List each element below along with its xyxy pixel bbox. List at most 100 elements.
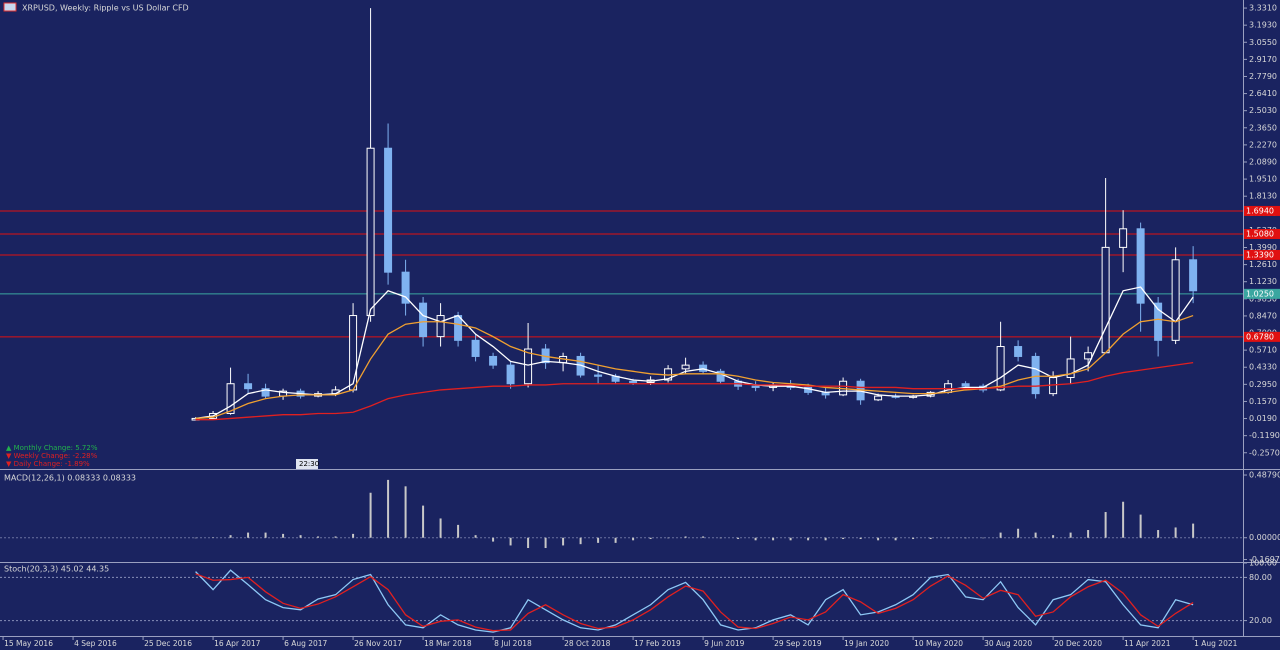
- x-tick-label: 11 Apr 2021: [1124, 639, 1171, 648]
- candle-body: [874, 395, 883, 401]
- x-tick-label: 30 Aug 2020: [984, 639, 1032, 648]
- y-tick-label: 1.3990: [1249, 243, 1277, 252]
- macd-bar: [422, 505, 425, 538]
- x-tick-label: 8 Jul 2018: [494, 639, 532, 648]
- macd-bar: [912, 537, 915, 540]
- macd-bar: [334, 536, 337, 538]
- moving-average: [195, 314, 1194, 420]
- candle-body: [489, 355, 498, 366]
- macd-bar: [194, 537, 197, 539]
- candle-body: [1101, 246, 1110, 354]
- candle-body: [454, 315, 463, 341]
- macd-bar: [982, 537, 985, 539]
- y-tick-label: 1.8130: [1249, 192, 1277, 201]
- y-tick-label: 0.4330: [1249, 363, 1277, 372]
- macd-bar: [894, 537, 897, 541]
- x-tick-label: 1 Aug 2021: [1194, 639, 1237, 648]
- x-tick-label: 26 Nov 2017: [354, 639, 402, 648]
- level-label: 1.6940: [1246, 206, 1274, 215]
- x-tick-label: 20 Dec 2020: [1054, 639, 1102, 648]
- time-box: [296, 459, 318, 469]
- macd-bar: [264, 532, 267, 538]
- candle-body: [1014, 346, 1023, 357]
- y-tick-label: 2.7790: [1249, 72, 1277, 81]
- candle-body: [349, 315, 358, 391]
- y-tick-label: -0.16972: [1249, 555, 1280, 564]
- candle-body: [506, 364, 515, 385]
- macd-bar: [1139, 514, 1142, 538]
- stoch-line: [195, 573, 1194, 632]
- y-tick-label: 3.1930: [1249, 21, 1277, 30]
- candle-body: [996, 346, 1005, 391]
- candle-body: [1031, 355, 1040, 395]
- y-tick-label: 100.00: [1249, 559, 1277, 568]
- macd-bar: [842, 537, 845, 540]
- macd-bar: [824, 537, 827, 541]
- level-label: 1.5080: [1246, 230, 1274, 239]
- macd-bar: [667, 537, 670, 539]
- x-tick-label: 6 Aug 2017: [284, 639, 327, 648]
- macd-bar: [1034, 532, 1037, 538]
- macd-bar: [754, 537, 757, 541]
- candle-body: [1154, 302, 1163, 341]
- candle-body: [1084, 352, 1093, 360]
- macd-bar: [684, 536, 687, 538]
- macd-bar: [632, 537, 635, 541]
- level-label-box: [1244, 205, 1280, 216]
- level-label: 0.6780: [1246, 332, 1274, 341]
- macd-bar: [772, 537, 775, 541]
- macd-bar: [527, 537, 530, 549]
- symbol-icon: [3, 2, 17, 12]
- macd-bar: [317, 536, 320, 538]
- macd-bar: [649, 537, 652, 540]
- candle-body: [384, 147, 393, 273]
- y-tick-label: 1.9510: [1249, 175, 1277, 184]
- y-tick-label: 2.5030: [1249, 106, 1277, 115]
- macd-bar: [807, 537, 810, 541]
- level-label-box: [1244, 331, 1280, 342]
- y-tick-label: 3.0550: [1249, 38, 1277, 47]
- y-tick-label: 0.8470: [1249, 311, 1277, 320]
- x-tick-label: 29 Sep 2019: [774, 639, 822, 648]
- macd-title: MACD(12,26,1) 0.08333 0.08333: [4, 474, 136, 483]
- y-tick-label: 0.5710: [1249, 346, 1277, 355]
- macd-bar: [1122, 501, 1125, 538]
- change-stat: ▲ Monthly Change: 5.72%: [6, 444, 98, 452]
- macd-bar: [1087, 530, 1090, 538]
- candle-body: [261, 388, 270, 397]
- macd-bar: [457, 524, 460, 538]
- y-tick-label: 2.0890: [1249, 157, 1277, 166]
- candle-body: [471, 339, 480, 357]
- y-tick-label: 0.00000: [1249, 533, 1280, 542]
- candle-body: [681, 364, 690, 370]
- candle-body: [1171, 259, 1180, 341]
- y-tick-label: 20.00: [1249, 616, 1272, 625]
- y-tick-label: 80.00: [1249, 573, 1272, 582]
- x-tick-label: 4 Sep 2016: [74, 639, 117, 648]
- candle-body: [436, 315, 445, 338]
- macd-bar: [789, 537, 792, 541]
- macd-bar: [544, 537, 547, 549]
- macd-bar: [229, 535, 232, 538]
- macd-bar: [1192, 523, 1195, 538]
- stoch-title: Stoch(20,3,3) 45.02 44.35: [4, 565, 109, 574]
- y-tick-label: -0.2570: [1249, 448, 1280, 457]
- macd-bar: [474, 535, 477, 538]
- level-label-box: [1244, 288, 1280, 299]
- macd-bar: [877, 537, 880, 541]
- candle-body: [226, 383, 235, 414]
- level-label: 1.0250: [1246, 289, 1274, 298]
- macd-bar: [509, 537, 512, 546]
- candle-body: [366, 147, 375, 317]
- x-tick-label: 10 May 2020: [914, 639, 963, 648]
- y-tick-label: 2.6410: [1249, 89, 1277, 98]
- candle-body: [1189, 259, 1198, 292]
- macd-bar: [299, 535, 302, 538]
- macd-bar: [369, 492, 372, 538]
- macd-bar: [964, 537, 967, 539]
- moving-average: [195, 286, 1194, 420]
- level-label: 1.3390: [1246, 250, 1274, 259]
